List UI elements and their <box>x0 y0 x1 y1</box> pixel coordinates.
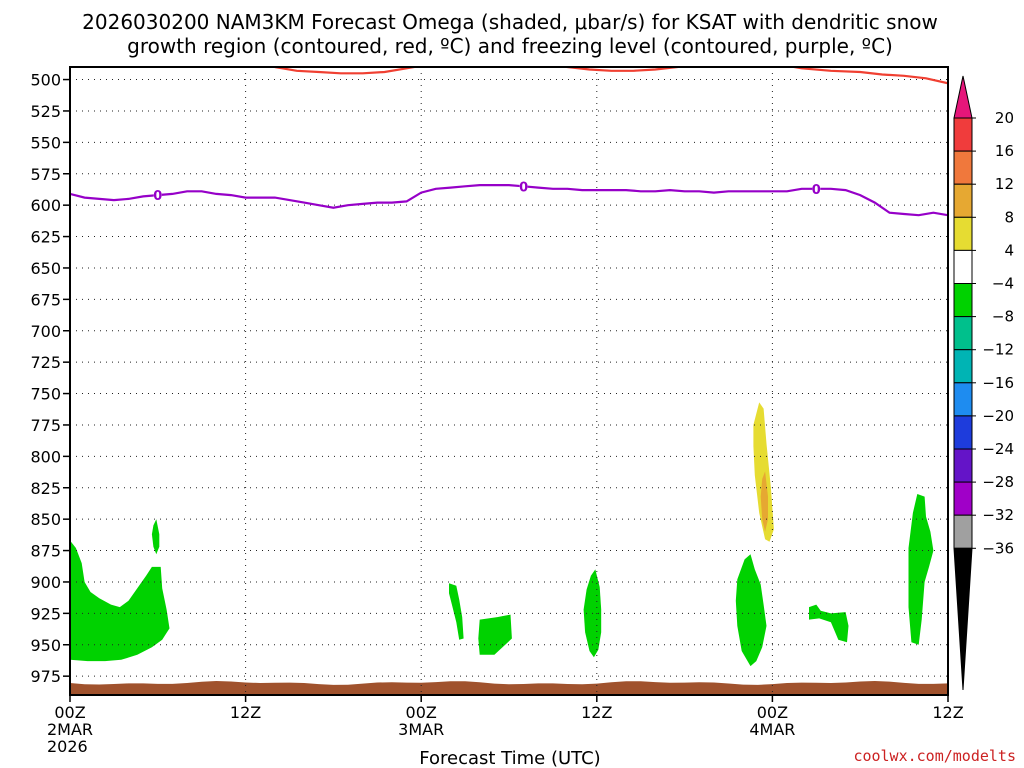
colorbar-bottom-arrow <box>953 547 973 691</box>
y-tick-label: 600 <box>30 196 61 215</box>
omega-region-2 <box>151 519 160 555</box>
y-tick-label: 925 <box>30 604 61 623</box>
x-tick-label: 12Z <box>581 703 612 722</box>
freezing-label-bg-2 <box>519 180 528 193</box>
freezing-level-label: 0 <box>519 180 528 195</box>
colorbar-bin-4 <box>953 216 973 251</box>
colorbar-top-arrow <box>953 75 973 119</box>
ground-terrain <box>70 681 948 695</box>
chart-title-line-1: 2026030200 NAM3KM Forecast Omega (shaded… <box>82 10 938 34</box>
omega-region-9 <box>753 402 774 542</box>
colorbar-bin-12 <box>953 481 973 516</box>
colorbar-tick-label: −32 <box>982 506 1014 524</box>
y-axis-pressure: 500 525 550 575 600 625 650 675 700 725 750 775 800 8… <box>30 71 70 686</box>
dgz-contour-3 <box>787 67 948 85</box>
x-tick-label: 12Z <box>932 703 963 722</box>
y-tick-label: 700 <box>30 322 61 341</box>
y-tick-label: 725 <box>30 353 61 372</box>
colorbar-tick-label: −24 <box>982 440 1014 458</box>
omega-region-7 <box>809 604 849 643</box>
x-tick-date: 3MAR <box>398 720 444 739</box>
colorbar-bin-11 <box>953 448 973 483</box>
freezing-level-line <box>70 184 948 217</box>
colorbar-bin-13 <box>953 514 973 549</box>
x-tick-year: 2026 <box>47 737 88 756</box>
y-tick-label: 950 <box>30 636 61 655</box>
colorbar-bin-2 <box>953 150 973 185</box>
omega-region-3 <box>449 583 464 640</box>
colorbar-bin-3 <box>953 183 973 218</box>
colorbar-tick-label: 16 <box>995 142 1014 160</box>
colorbar-bin-9 <box>953 382 973 417</box>
x-tick-label: 00Z <box>757 703 788 722</box>
omega-region-8 <box>908 494 934 645</box>
colorbar-tick-label: −16 <box>982 374 1014 392</box>
y-tick-label: 575 <box>30 165 61 184</box>
y-tick-label: 625 <box>30 228 61 247</box>
y-tick-label: 750 <box>30 385 61 404</box>
colorbar-tick-label: −12 <box>982 341 1014 359</box>
colorbar-tick-label: 12 <box>995 175 1014 193</box>
y-tick-label: 825 <box>30 479 61 498</box>
colorbar-bin-7 <box>953 316 973 351</box>
x-tick-label: 12Z <box>230 703 261 722</box>
colorbar-tick-label: 8 <box>1004 208 1014 226</box>
y-tick-label: 850 <box>30 510 61 529</box>
x-tick-date: 2MAR <box>47 720 93 739</box>
freezing-level-label: 0 <box>812 183 821 198</box>
omega-region-6 <box>735 554 767 667</box>
x-axis-label: Forecast Time (UTC) <box>419 748 600 768</box>
y-tick-label: 500 <box>30 71 61 90</box>
x-tick-date: 4MAR <box>749 720 795 739</box>
colorbar-tick-label: −20 <box>982 407 1014 425</box>
y-tick-label: 775 <box>30 416 61 435</box>
colorbar-bin-5 <box>953 249 973 284</box>
omega-region-4 <box>478 614 512 655</box>
colorbar-tick-label: −36 <box>982 539 1014 557</box>
colorbar-tick-label: 4 <box>1004 241 1014 259</box>
colorbar-bin-6 <box>953 283 973 318</box>
y-tick-label: 900 <box>30 573 61 592</box>
y-tick-label: 650 <box>30 259 61 278</box>
plot-area: 0 0 0 <box>69 66 949 696</box>
dgz-contour-1 <box>274 67 421 75</box>
colorbar-tick-label: 20 <box>995 109 1014 127</box>
colorbar-tick-label: −28 <box>982 473 1014 491</box>
omega-region-1 <box>70 540 170 662</box>
colorbar-bin-8 <box>953 349 973 384</box>
colorbar-legend: 20 16 12 8 4 −4 −8 −12 −16 −20 −24 −28 −32 −36 <box>953 75 1014 691</box>
chart-title-line-2: growth region (contoured, red, ºC) and f… <box>127 34 893 58</box>
colorbar-bin-1 <box>953 117 973 152</box>
x-tick-label: 00Z <box>54 703 85 722</box>
freezing-label-bg-1 <box>153 189 162 202</box>
y-tick-label: 675 <box>30 290 61 309</box>
y-tick-label: 975 <box>30 667 61 686</box>
freezing-level-label: 0 <box>153 189 162 204</box>
omega-region-10 <box>760 471 768 532</box>
colorbar-bin-10 <box>953 415 973 450</box>
plot-inner: 0 0 0 <box>70 67 948 695</box>
colorbar-tick-label: −4 <box>992 275 1014 293</box>
y-tick-label: 875 <box>30 542 61 561</box>
credit-text: coolwx.com/modelts <box>853 747 1016 765</box>
freezing-label-bg-3 <box>812 182 821 195</box>
plot-frame <box>69 66 949 696</box>
y-tick-label: 800 <box>30 447 61 466</box>
y-tick-label: 550 <box>30 133 61 152</box>
colorbar-tick-label: −8 <box>992 308 1014 326</box>
x-tick-label: 00Z <box>406 703 437 722</box>
y-tick-label: 525 <box>30 102 61 121</box>
